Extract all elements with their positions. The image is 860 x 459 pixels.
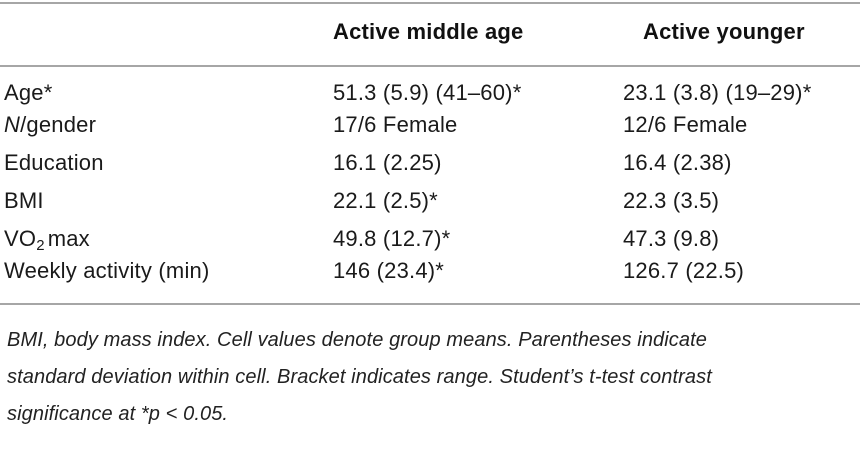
vo2-pre: VO (4, 226, 37, 251)
cell-age-younger: 23.1 (3.8) (19–29)* (623, 80, 812, 105)
cell-weekly-activity-middle: 146 (23.4)* (333, 258, 445, 283)
cell-n-gender-younger: 12/6 Female (623, 112, 748, 137)
top-rule (0, 2, 860, 4)
cell-age-middle: 51.3 (5.9) (41–60)* (333, 80, 522, 105)
footnote-rule (0, 303, 860, 305)
table-header-row: Active middle age Active younger (0, 4, 860, 67)
table-row-bmi: BMI 22.1 (2.5)* 22.3 (3.5) (0, 182, 860, 220)
table-row-education: Education 16.1 (2.25) 16.4 (2.38) (0, 144, 860, 182)
footnote-line-3: significance at *p < 0.05. (7, 403, 229, 425)
cell-vo2max-younger: 47.3 (9.8) (623, 226, 720, 251)
column-header-empty (0, 4, 333, 67)
cell-education-middle: 16.1 (2.25) (333, 150, 442, 175)
row-label-n-gender: N/gender (0, 106, 333, 144)
row-label-vo2max: VO2 max (0, 220, 333, 258)
vo2-post: max (47, 226, 90, 251)
row-label-education: Education (4, 150, 104, 175)
column-header-active-younger: Active younger (623, 4, 860, 67)
table-row-vo2max: VO2 max 49.8 (12.7)* 47.3 (9.8) (0, 220, 860, 258)
row-label-age: Age* (4, 80, 53, 105)
n-gender-rest: /gender (20, 112, 97, 137)
cell-bmi-younger: 22.3 (3.5) (623, 188, 720, 213)
table-row-age: Age* 51.3 (5.9) (41–60)* 23.1 (3.8) (19–… (0, 66, 860, 106)
cell-education-younger: 16.4 (2.38) (623, 150, 732, 175)
footnote-line-2: standard deviation within cell. Bracket … (7, 366, 712, 388)
footnote-line-1: BMI, body mass index. Cell values denote… (7, 329, 708, 351)
cell-bmi-middle: 22.1 (2.5)* (333, 188, 438, 213)
row-label-bmi: BMI (4, 188, 44, 213)
cell-vo2max-middle: 49.8 (12.7)* (333, 226, 451, 251)
table-row-n-gender: N/gender 17/6 Female 12/6 Female (0, 106, 860, 144)
row-label-weekly-activity: Weekly activity (min) (4, 258, 210, 283)
cell-weekly-activity-younger: 126.7 (22.5) (623, 258, 745, 283)
table-body: Age* 51.3 (5.9) (41–60)* 23.1 (3.8) (19–… (0, 66, 860, 303)
demographics-table: Active middle age Active younger Age* 51… (0, 4, 860, 303)
cell-n-gender-middle: 17/6 Female (333, 112, 458, 137)
vo2-subscript: 2 (36, 237, 45, 255)
column-header-active-middle-age: Active middle age (333, 4, 623, 67)
table-row-weekly-activity: Weekly activity (min) 146 (23.4)* 126.7 … (0, 258, 860, 303)
n-italic: N (4, 112, 21, 137)
table-footnote: BMI, body mass index. Cell values denote… (0, 305, 860, 433)
